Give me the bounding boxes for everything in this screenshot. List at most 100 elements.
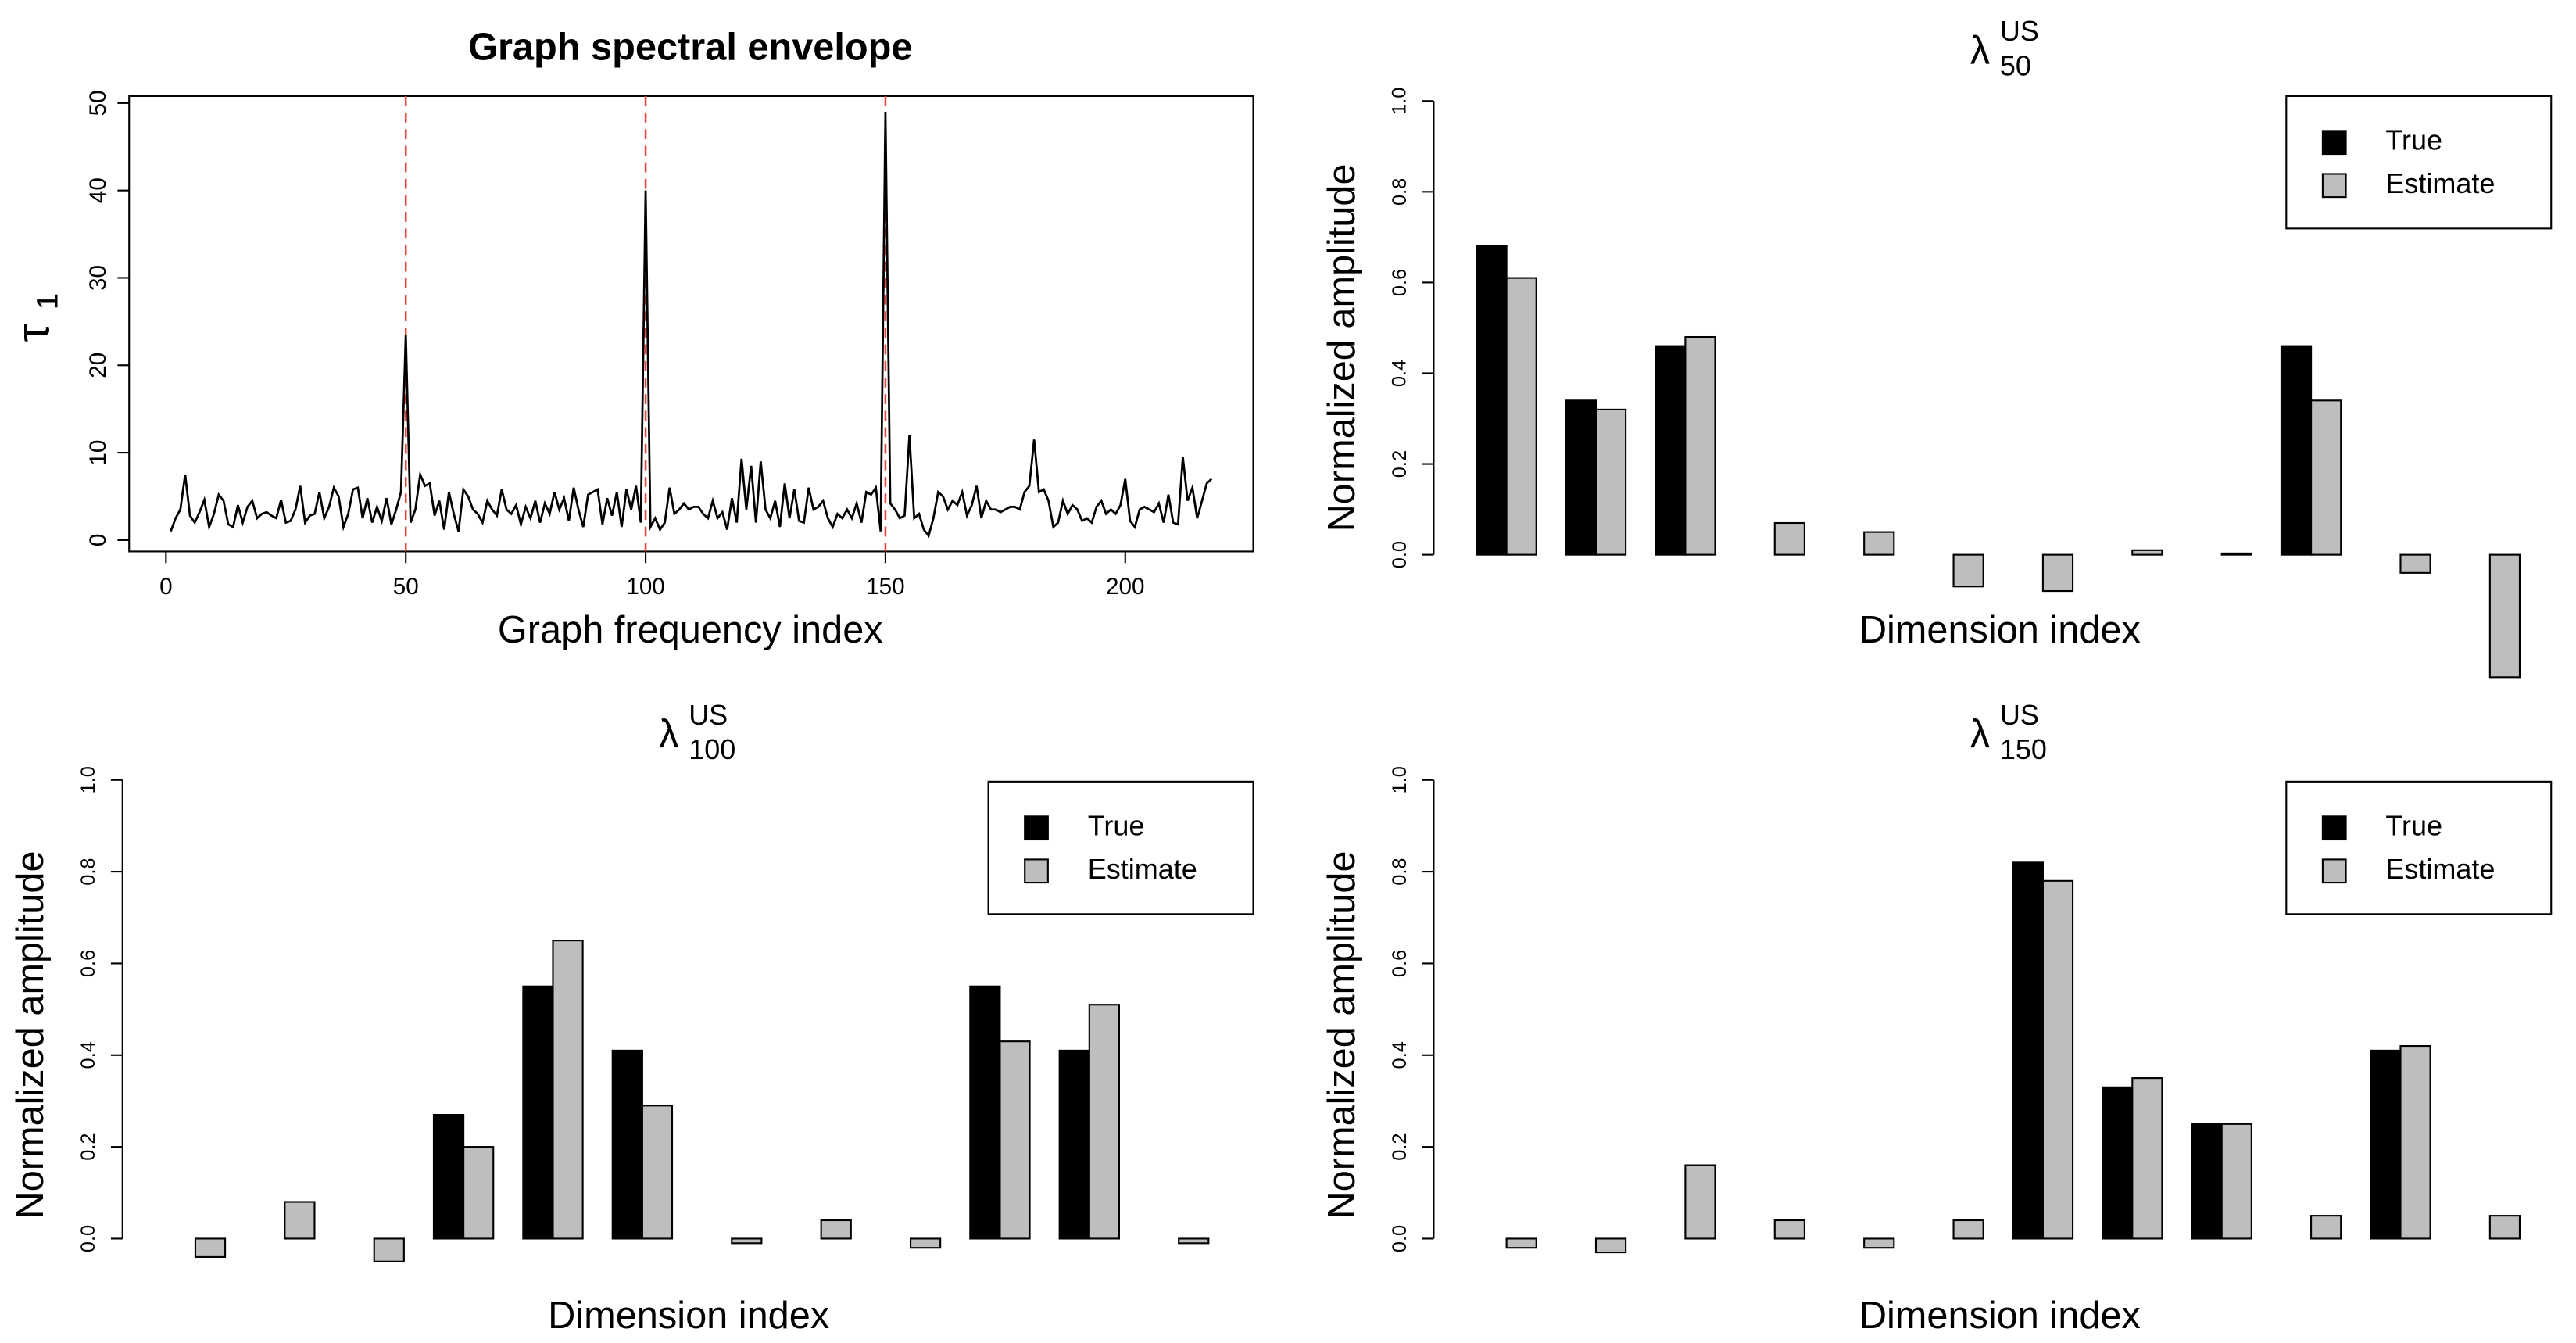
bar: [1773, 521, 1805, 556]
y-tick-label: 0.2: [1389, 1133, 1411, 1160]
legend-label: Estimate: [2385, 853, 2495, 885]
y-tick-label: 0.4: [1389, 1041, 1411, 1069]
bar: [2041, 553, 2074, 593]
bar: [2220, 1123, 2252, 1240]
bar: [2012, 861, 2044, 1240]
y-tick-label: 1.0: [1389, 766, 1411, 793]
bar: [1773, 1219, 1805, 1240]
bar: [641, 1105, 674, 1240]
x-tick-label: 200: [1106, 574, 1144, 600]
y-tick-label: 0.6: [77, 950, 99, 977]
bar: [2102, 1086, 2134, 1240]
title-symbol: λ: [1970, 711, 1990, 756]
y-tick-label: 0.6: [1389, 269, 1411, 296]
bar: [731, 1237, 763, 1245]
legend-swatch: [2321, 858, 2347, 884]
y-tick-label: 50: [85, 90, 111, 116]
y-axis-label: Normalized amplitude: [1321, 163, 1363, 532]
y-tick-label: 0.6: [1389, 950, 1411, 977]
y-tick-label: 30: [85, 265, 111, 291]
bar: [969, 985, 1001, 1240]
bar: [2370, 1049, 2402, 1240]
y-tick-label: 0.2: [1389, 450, 1411, 478]
x-tick-label: 150: [866, 574, 904, 600]
y-axis-label: τ1: [6, 293, 64, 342]
y-tick-label: 1.0: [77, 766, 99, 793]
bar: [2399, 553, 2431, 574]
bar: [1655, 345, 1687, 556]
bar: [1058, 1049, 1090, 1240]
bar: [2191, 1123, 2223, 1240]
data-line: [170, 112, 1213, 539]
bar: [2041, 879, 2074, 1240]
y-tick-label: 1.0: [1389, 88, 1411, 115]
bar: [611, 1049, 643, 1240]
bar: [820, 1219, 852, 1240]
y-axis-label: Normalized amplitude: [9, 851, 52, 1219]
bar: [2488, 553, 2521, 679]
bar: [2399, 1044, 2431, 1240]
legend-swatch: [2321, 815, 2347, 841]
bar: [1476, 245, 1508, 556]
legend-swatch: [2321, 173, 2347, 199]
legend-swatch: [2321, 130, 2347, 156]
bar: [194, 1237, 227, 1258]
bar: [1684, 335, 1716, 556]
bar: [2131, 1077, 2163, 1240]
x-axis-label: Dimension index: [1859, 1295, 2141, 1337]
y-tick-label: 0.8: [77, 858, 99, 885]
legend-swatch: [1024, 858, 1049, 884]
bar: [2488, 1215, 2521, 1240]
title-superscript: US: [689, 699, 728, 731]
legend-label: Estimate: [1088, 853, 1197, 885]
y-tick-label: 0.8: [1389, 858, 1411, 885]
chart-title: Graph spectral envelope: [468, 26, 912, 68]
bar: [463, 1146, 495, 1240]
bar: [2310, 1215, 2342, 1240]
bar: [1863, 531, 1895, 556]
x-axis-label: Dimension index: [1859, 609, 2141, 651]
y-label-symbol: τ: [6, 324, 59, 342]
bar: [1952, 553, 1984, 588]
legend-label: True: [2385, 810, 2442, 842]
x-tick-label: 0: [159, 574, 173, 600]
bar: [1178, 1237, 1210, 1245]
title-superscript: US: [2000, 15, 2039, 47]
bar: [2280, 345, 2313, 556]
title-symbol: λ: [659, 711, 678, 756]
title-subscript: 150: [2000, 733, 2047, 765]
y-label-subscript: 1: [31, 293, 65, 310]
bar: [1952, 1219, 1984, 1240]
bar: [2131, 549, 2163, 556]
bar: [1505, 1237, 1537, 1249]
bar: [1594, 1237, 1627, 1254]
y-tick-label: 0.4: [77, 1041, 99, 1069]
bar: [1088, 1004, 1120, 1240]
title-subscript: 100: [689, 733, 735, 765]
bar: [909, 1237, 942, 1249]
bar: [373, 1237, 405, 1262]
plot-frame: [128, 95, 1254, 553]
bar: [1863, 1237, 1895, 1249]
y-tick-label: 40: [85, 177, 111, 203]
y-tick-label: 0.8: [1389, 178, 1411, 206]
x-axis-label: Graph frequency index: [498, 609, 883, 651]
legend-label: True: [2385, 124, 2442, 156]
title-subscript: 50: [2000, 49, 2031, 81]
legend-label: True: [1088, 810, 1145, 842]
y-tick-label: 0.0: [1389, 541, 1411, 568]
y-tick-label: 20: [85, 353, 111, 378]
x-tick-label: 100: [626, 574, 664, 600]
y-tick-label: 0.0: [1389, 1225, 1411, 1252]
bar: [1594, 408, 1627, 556]
y-axis-label: Normalized amplitude: [1321, 851, 1363, 1219]
y-tick-label: 0.2: [77, 1133, 99, 1160]
legend-box: [2285, 95, 2553, 230]
bar: [284, 1201, 316, 1240]
y-tick-label: 10: [85, 440, 111, 466]
legend-label: Estimate: [2385, 167, 2495, 199]
bar: [552, 940, 584, 1240]
legend-box: [987, 780, 1254, 915]
bar: [432, 1113, 465, 1240]
